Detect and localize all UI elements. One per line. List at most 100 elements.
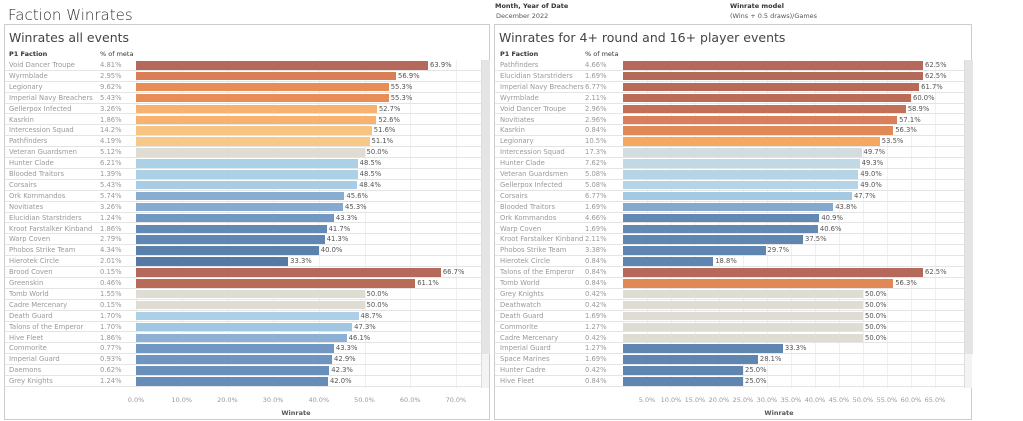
table-row[interactable]: Pathfinders 4.19% 51.1% bbox=[5, 136, 481, 148]
winrate-bar[interactable] bbox=[623, 191, 852, 201]
table-row[interactable] bbox=[5, 387, 481, 388]
winrate-bar[interactable] bbox=[136, 333, 347, 342]
winrate-bar[interactable] bbox=[136, 279, 416, 288]
table-row[interactable]: Legionary 9.62% 55.3% bbox=[5, 82, 481, 93]
column-header-faction[interactable]: P1 Faction bbox=[500, 50, 539, 58]
winrate-bar[interactable] bbox=[136, 377, 328, 386]
winrate-bar[interactable] bbox=[623, 180, 859, 190]
table-row[interactable]: Imperial Navy Breachers 6.77% 61.7% bbox=[495, 82, 964, 93]
table-row[interactable]: Greenskin 0.46% 61.1% bbox=[5, 278, 481, 289]
winrate-bar[interactable] bbox=[136, 170, 358, 179]
table-row[interactable]: Novitiates 3.26% 45.3% bbox=[5, 202, 481, 213]
table-row[interactable]: Elucidian Starstriders 1.69% 62.5% bbox=[495, 71, 964, 82]
winrate-bar[interactable] bbox=[136, 366, 330, 375]
table-row[interactable]: Talons of the Emperor 1.70% 47.3% bbox=[5, 322, 481, 333]
winrate-bar[interactable] bbox=[623, 213, 820, 223]
winrate-bar[interactable] bbox=[623, 148, 862, 157]
table-row[interactable]: Ork Kommandos 5.74% 45.6% bbox=[5, 191, 481, 202]
table-row[interactable]: Hunter Cadre 0.42% 25.0% bbox=[495, 365, 964, 377]
winrate-bar[interactable] bbox=[623, 61, 923, 70]
table-row[interactable]: Death Guard 1.69% 50.0% bbox=[495, 311, 964, 322]
winrate-bar[interactable] bbox=[136, 257, 289, 266]
winrate-bar[interactable] bbox=[136, 213, 334, 223]
table-row[interactable]: Elucidian Starstriders 1.24% 43.3% bbox=[5, 213, 481, 224]
winrate-bar[interactable] bbox=[136, 268, 441, 277]
scrollbar-thumb[interactable] bbox=[482, 60, 490, 354]
table-row[interactable]: Death Guard 1.70% 48.7% bbox=[5, 311, 481, 322]
table-row[interactable]: Veteran Guardsmen 5.08% 49.0% bbox=[495, 169, 964, 180]
table-row[interactable]: Kasrkin 1.86% 52.6% bbox=[5, 115, 481, 126]
table-row[interactable]: Void Dancer Troupe 2.96% 58.9% bbox=[495, 104, 964, 115]
winrate-bar[interactable] bbox=[136, 137, 370, 146]
winrate-bar[interactable] bbox=[623, 71, 923, 81]
winrate-bar[interactable] bbox=[136, 191, 345, 201]
table-row[interactable]: Phobos Strike Team 4.34% 40.0% bbox=[5, 245, 481, 257]
table-row[interactable]: Hierotek Circle 0.84% 18.8% bbox=[495, 256, 964, 268]
winrate-bar[interactable] bbox=[623, 224, 818, 233]
winrate-bar[interactable] bbox=[623, 366, 743, 375]
table-row[interactable]: Novitiates 2.96% 57.1% bbox=[495, 115, 964, 126]
table-row[interactable]: Ork Kommandos 4.66% 40.9% bbox=[495, 213, 964, 224]
table-row[interactable]: Cadre Mercenary 0.15% 50.0% bbox=[5, 300, 481, 311]
table-row[interactable]: Deathwatch 0.42% 50.0% bbox=[495, 300, 964, 311]
table-row[interactable]: Hunter Clade 7.62% 49.3% bbox=[495, 158, 964, 169]
winrate-bar[interactable] bbox=[136, 148, 365, 157]
winrate-bar[interactable] bbox=[623, 333, 863, 342]
winrate-bar[interactable] bbox=[136, 300, 365, 310]
table-row[interactable]: Legionary 10.5% 53.5% bbox=[495, 136, 964, 148]
table-row[interactable]: Intercession Squad 17.3% 49.7% bbox=[495, 147, 964, 159]
table-row[interactable]: Void Dancer Troupe 4.81% 63.9% bbox=[5, 60, 481, 71]
table-row[interactable]: Gellerpox Infected 3.26% 52.7% bbox=[5, 104, 481, 115]
winrate-bar[interactable] bbox=[623, 202, 834, 212]
table-row[interactable]: Pathfinders 4.66% 62.5% bbox=[495, 60, 964, 71]
table-row[interactable]: Hive Fleet 1.86% 46.1% bbox=[5, 333, 481, 344]
winrate-bar[interactable] bbox=[623, 93, 911, 103]
table-row[interactable]: Wyrmblade 2.11% 60.0% bbox=[495, 93, 964, 104]
winrate-bar[interactable] bbox=[136, 159, 358, 168]
table-row[interactable] bbox=[495, 387, 964, 388]
winrate-bar[interactable] bbox=[136, 71, 397, 81]
table-row[interactable]: Kroot Farstalker Kinband 1.86% 41.7% bbox=[5, 224, 481, 235]
winrate-bar[interactable] bbox=[623, 377, 743, 386]
winrate-bar[interactable] bbox=[136, 202, 344, 212]
winrate-bar[interactable] bbox=[136, 224, 327, 233]
month-filter-value[interactable]: December 2022 bbox=[496, 12, 549, 20]
winrate-bar[interactable] bbox=[136, 246, 319, 255]
table-row[interactable]: Space Marines 1.69% 28.1% bbox=[495, 354, 964, 366]
winrate-bar[interactable] bbox=[623, 279, 894, 288]
column-header-meta[interactable]: % of meta bbox=[585, 50, 619, 58]
table-row[interactable]: Wyrmblade 2.95% 56.9% bbox=[5, 71, 481, 82]
scrollbar-thumb[interactable] bbox=[965, 60, 973, 354]
vertical-scrollbar[interactable] bbox=[964, 60, 973, 388]
winrate-bar[interactable] bbox=[136, 82, 389, 92]
table-row[interactable]: Hunter Clade 6.21% 48.5% bbox=[5, 158, 481, 169]
winrate-bar[interactable] bbox=[136, 322, 353, 332]
table-row[interactable]: Commorite 1.27% 50.0% bbox=[495, 322, 964, 333]
winrate-bar[interactable] bbox=[623, 104, 906, 114]
winrate-bar[interactable] bbox=[623, 159, 860, 168]
winrate-bar[interactable] bbox=[623, 311, 863, 321]
column-header-faction[interactable]: P1 Faction bbox=[9, 50, 48, 58]
table-row[interactable]: Cadre Mercenary 0.42% 50.0% bbox=[495, 333, 964, 344]
winrate-bar[interactable] bbox=[136, 311, 359, 321]
table-row[interactable]: Corsairs 5.43% 48.4% bbox=[5, 180, 481, 191]
winrate-bar[interactable] bbox=[136, 180, 358, 190]
table-row[interactable]: Grey Knights 1.24% 42.0% bbox=[5, 376, 481, 387]
winrate-bar[interactable] bbox=[623, 344, 783, 353]
table-row[interactable]: Warp Coven 1.69% 40.6% bbox=[495, 224, 964, 235]
winrate-bar[interactable] bbox=[623, 257, 714, 266]
winrate-model-value[interactable]: (Wins + 0.5 draws)/Games bbox=[730, 12, 818, 20]
winrate-bar[interactable] bbox=[623, 137, 880, 146]
table-row[interactable]: Hierotek Circle 2.01% 33.3% bbox=[5, 256, 481, 268]
table-row[interactable]: Imperial Guard 1.27% 33.3% bbox=[495, 343, 964, 355]
winrate-bar[interactable] bbox=[623, 289, 863, 299]
table-row[interactable]: Warp Coven 2.79% 41.3% bbox=[5, 234, 481, 246]
table-row[interactable]: Blooded Traitors 1.69% 43.8% bbox=[495, 202, 964, 213]
winrate-bar[interactable] bbox=[623, 235, 803, 244]
table-row[interactable]: Kroot Farstalker Kinband 2.11% 37.5% bbox=[495, 234, 964, 246]
table-row[interactable]: Imperial Guard 0.93% 42.9% bbox=[5, 354, 481, 366]
table-row[interactable]: Tomb World 1.55% 50.0% bbox=[5, 289, 481, 300]
table-row[interactable]: Grey Knights 0.42% 50.0% bbox=[495, 289, 964, 300]
table-row[interactable]: Talons of the Emperor 0.84% 62.5% bbox=[495, 267, 964, 278]
table-row[interactable]: Imperial Navy Breachers 5.43% 55.3% bbox=[5, 93, 481, 104]
